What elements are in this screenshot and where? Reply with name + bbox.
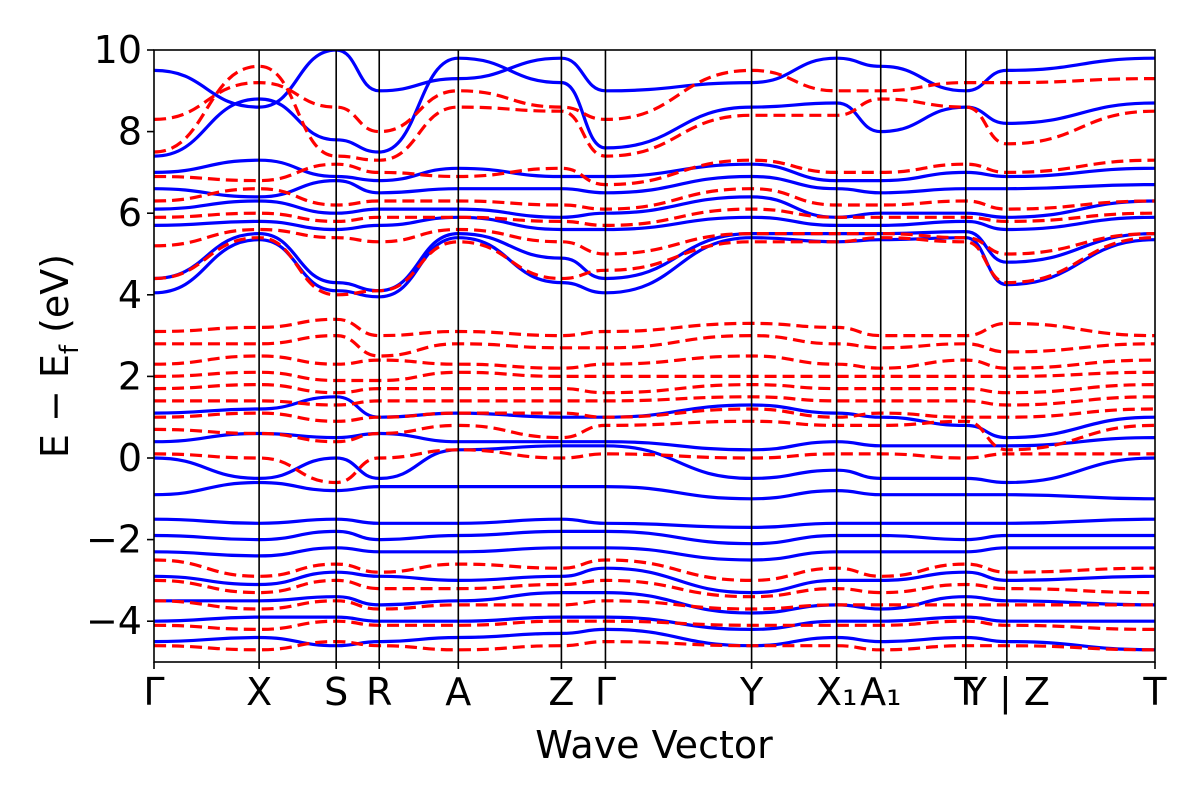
band-red-20 xyxy=(154,619,1155,631)
y-axis-label-subscript: f xyxy=(55,344,85,354)
band-blue-15 xyxy=(154,546,1155,562)
y-tick-label: 6 xyxy=(118,191,142,235)
x-tick-label: X₁ xyxy=(816,670,857,714)
x-axis-label: Wave Vector xyxy=(535,723,773,767)
kpoint-lines xyxy=(258,50,1008,662)
x-tick-label: T xyxy=(953,670,978,714)
x-tick-label: T xyxy=(1142,670,1167,714)
band-red-16 xyxy=(154,448,1155,485)
x-tick-label: A xyxy=(445,670,471,714)
x-tick-label: X xyxy=(246,670,272,714)
y-axis-label-unit: (eV) xyxy=(33,254,77,333)
x-tick-label: A₁ xyxy=(860,670,901,714)
x-tick-label: Y | Z xyxy=(963,670,1050,715)
band-red-18 xyxy=(154,578,1155,599)
x-tick-label: Γ xyxy=(595,670,616,714)
band-blue-11 xyxy=(154,444,1155,485)
y-axis-label-main: E − E xyxy=(33,354,77,458)
x-tick-label: Y xyxy=(739,670,764,714)
plot-frame xyxy=(153,49,1156,663)
band-red-13 xyxy=(154,395,1155,407)
y-tick-label: 4 xyxy=(118,273,142,317)
band-red-3 xyxy=(154,207,1155,227)
x-tick-label: Z xyxy=(548,670,574,714)
y-tick-label: −2 xyxy=(86,518,142,562)
band-red-12 xyxy=(154,383,1155,395)
x-tick-label: S xyxy=(324,670,348,714)
y-tick-label: 0 xyxy=(118,436,142,480)
y-tick-label: −4 xyxy=(86,599,142,643)
band-blue-7 xyxy=(154,56,1155,158)
x-tick-label: R xyxy=(366,670,392,714)
plot-background xyxy=(154,50,1155,662)
y-axis-label: E − Ef (eV) xyxy=(33,254,85,458)
band-blue-13 xyxy=(154,517,1155,529)
band-blue-12 xyxy=(154,480,1155,501)
y-tick-label: 8 xyxy=(118,110,142,154)
y-tick-label: 10 xyxy=(94,28,142,72)
band-red-6 xyxy=(154,64,1155,162)
y-axis-ticks: 10 8 6 4 2 0 −2 −4 xyxy=(86,28,154,643)
x-tick-label: Γ xyxy=(143,670,164,714)
y-tick-label: 2 xyxy=(118,354,142,398)
